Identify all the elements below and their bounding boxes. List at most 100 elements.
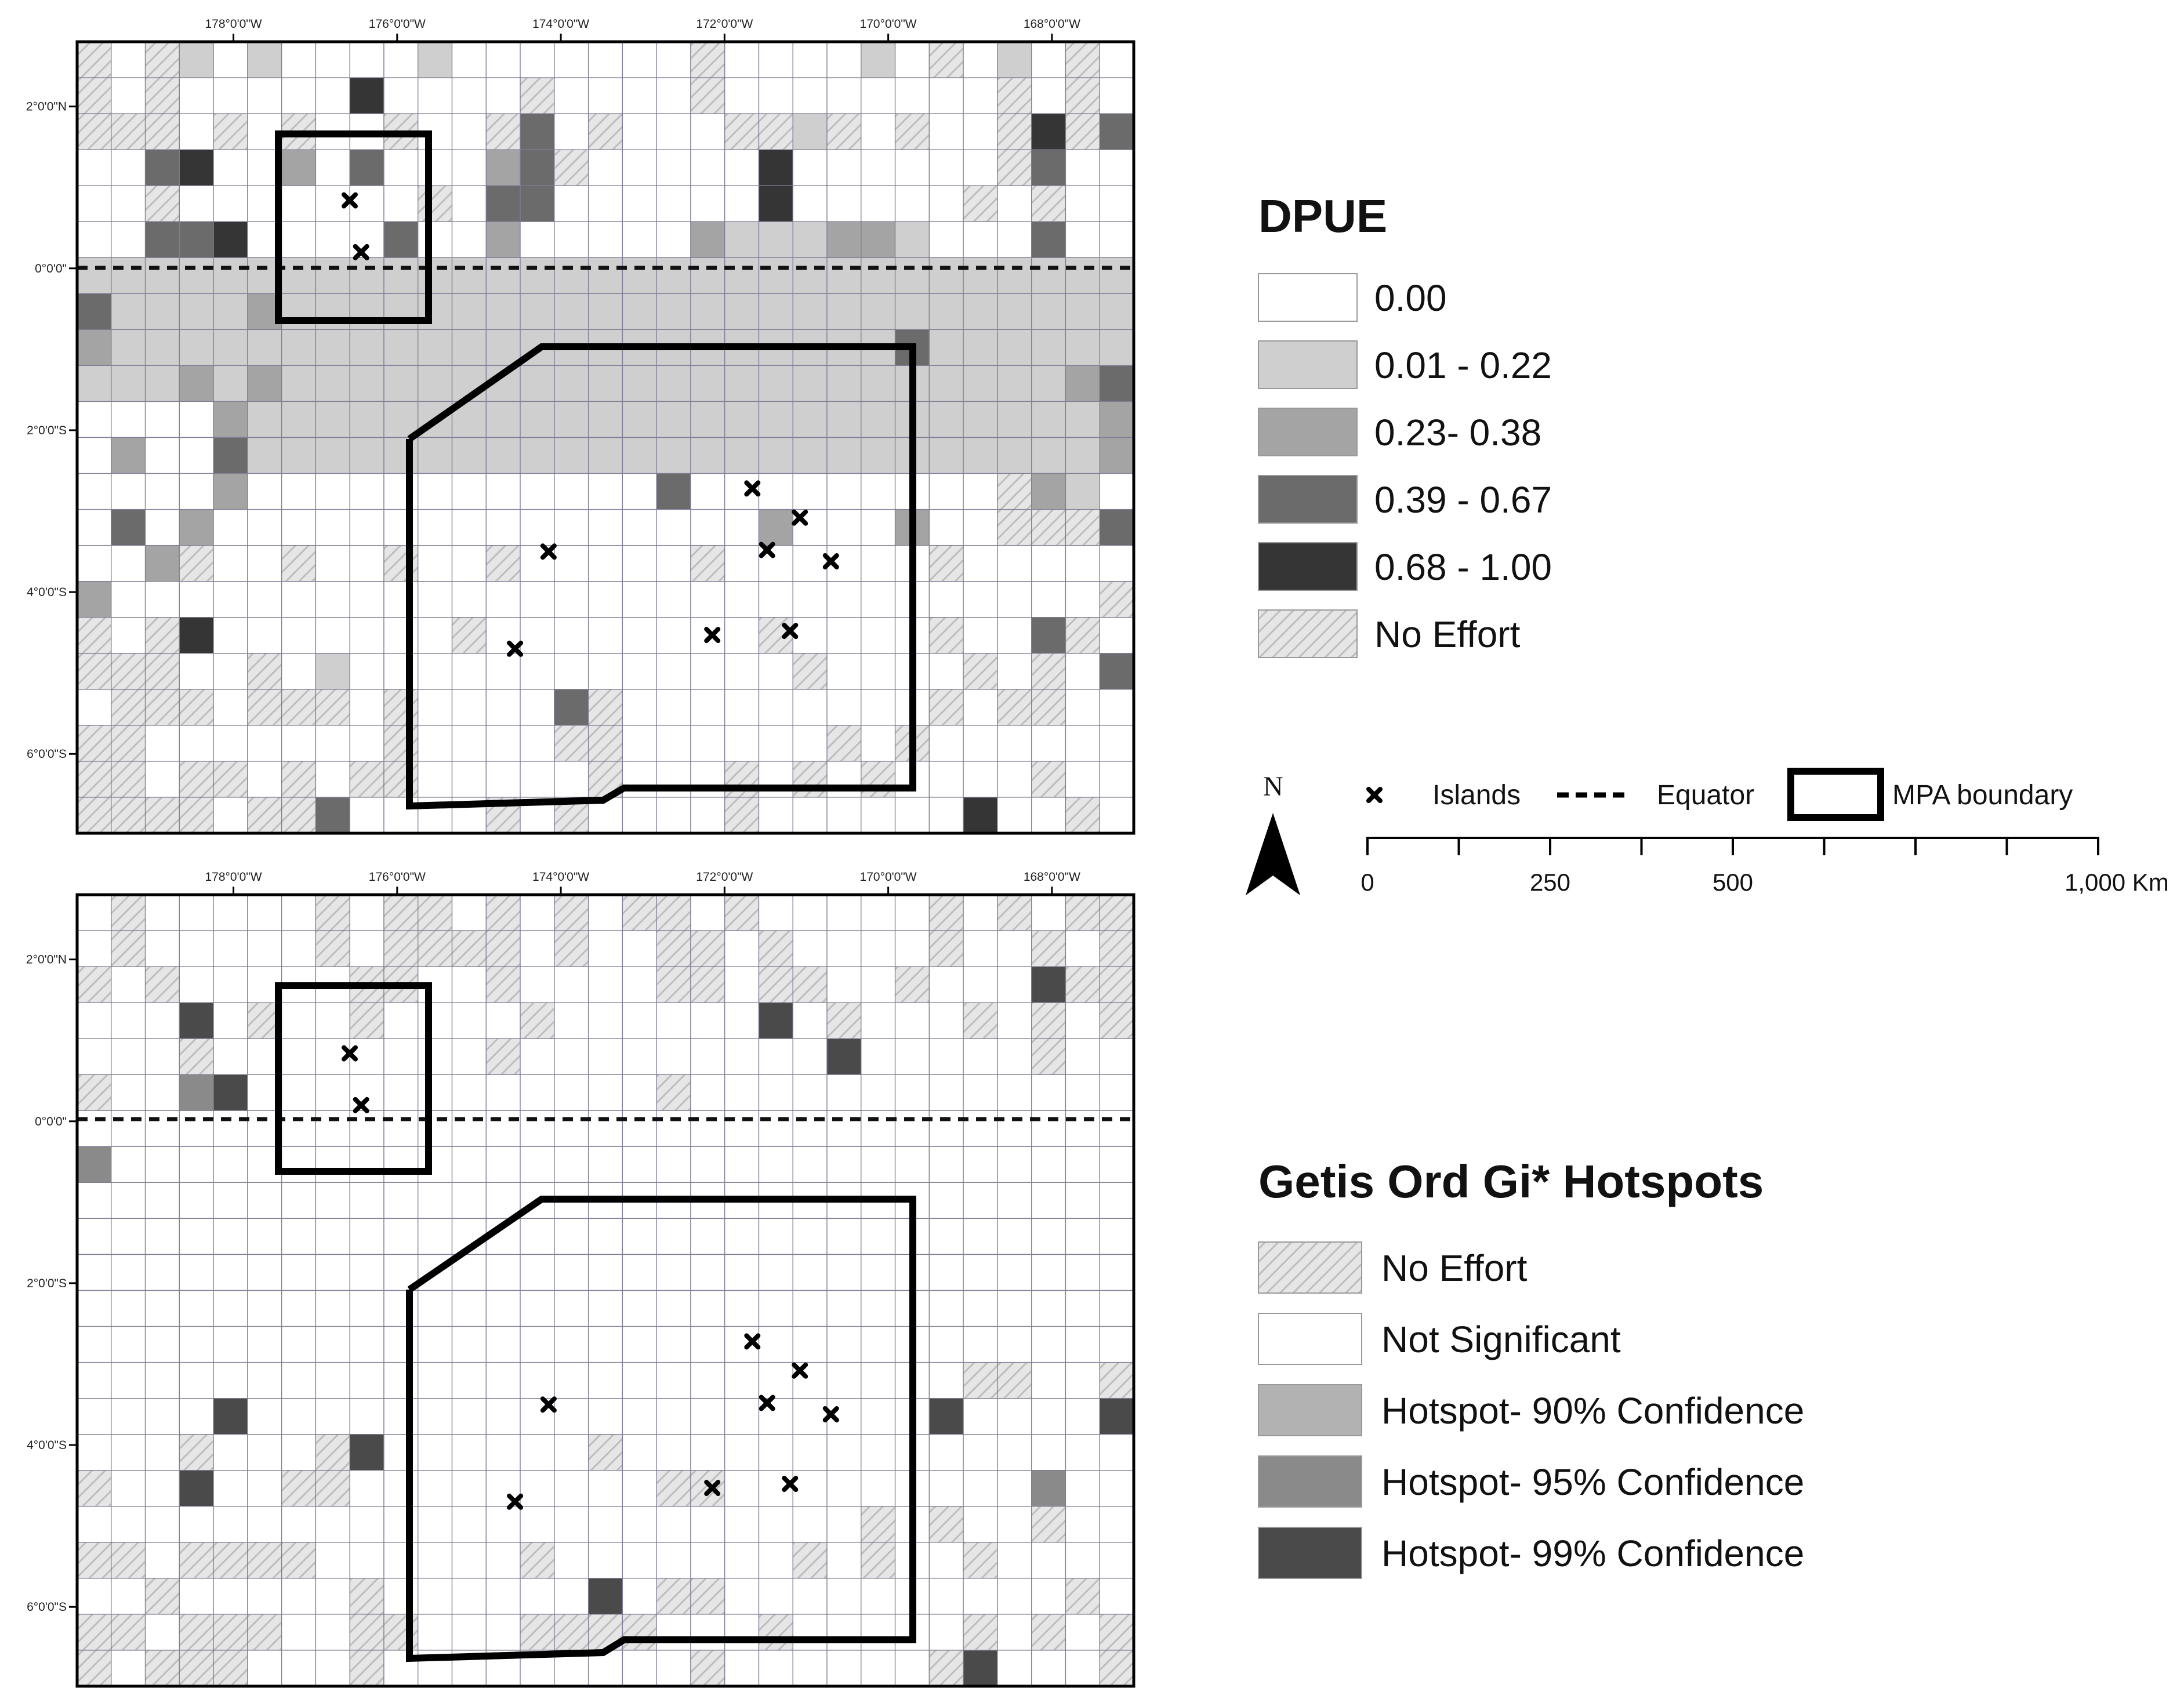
grid-cell xyxy=(418,1361,453,1399)
grid-cell xyxy=(111,1578,146,1615)
grid-cell xyxy=(111,185,146,222)
grid-cell xyxy=(315,761,350,798)
grid-cell xyxy=(144,761,180,798)
grid-cell xyxy=(622,473,657,510)
grid-cell xyxy=(826,725,862,762)
grid-cell xyxy=(997,1397,1032,1435)
grid-cell xyxy=(179,1361,214,1399)
grid-cell xyxy=(894,185,930,222)
grid-cell xyxy=(111,77,146,114)
grid-cell xyxy=(1031,1542,1066,1579)
grid-cell xyxy=(1065,1397,1100,1435)
grid-cell xyxy=(554,365,589,402)
grid-cell xyxy=(77,653,112,690)
grid-cell xyxy=(1065,895,1100,931)
grid-cell xyxy=(144,1290,180,1327)
grid-cell xyxy=(1031,1397,1066,1435)
grid-cell xyxy=(77,930,112,967)
grid-cell xyxy=(144,544,180,582)
grid-cell xyxy=(997,581,1032,618)
grid-cell xyxy=(792,1434,828,1471)
grid-cell xyxy=(111,761,146,798)
grid-cell xyxy=(928,1434,964,1471)
grid-cell xyxy=(1031,365,1066,402)
grid-cell xyxy=(520,1542,555,1579)
lat-tick-label: 4°0'0"S xyxy=(27,586,67,599)
grid-cell xyxy=(656,42,691,78)
grid-cell xyxy=(111,1361,146,1399)
grid-cell xyxy=(554,1074,589,1111)
grid-cell xyxy=(656,113,691,150)
grid-cell xyxy=(144,1361,180,1399)
grid-cell xyxy=(963,401,998,438)
grid-cell xyxy=(520,1110,555,1147)
grid-cell xyxy=(861,437,896,474)
grid-cell xyxy=(144,1002,180,1039)
grid-cell xyxy=(826,1578,862,1615)
grid-cell xyxy=(281,1361,317,1399)
grid-cell xyxy=(349,797,384,833)
grid-cell xyxy=(1099,725,1134,762)
grid-cell xyxy=(349,653,384,690)
grid-cell xyxy=(928,1146,964,1183)
grid-cell xyxy=(690,185,725,222)
grid-cell xyxy=(997,401,1032,438)
grid-cell xyxy=(656,1038,691,1075)
grid-cell xyxy=(1065,1361,1100,1399)
grid-cell xyxy=(963,1290,998,1327)
grid-cell xyxy=(690,895,725,931)
grid-cell xyxy=(622,544,657,582)
grid-cell xyxy=(281,1218,317,1255)
grid-cell xyxy=(690,689,725,726)
grid-cell xyxy=(213,1506,248,1543)
grid-cell xyxy=(213,1650,248,1686)
grid-cell xyxy=(997,1542,1032,1579)
grid-cell xyxy=(281,1326,317,1363)
grid-cell xyxy=(213,1002,248,1039)
grid-cell xyxy=(963,221,998,258)
grid-cell xyxy=(213,725,248,762)
dpue-graticule-ticks: 178°0'0"W 176°0'0"W 174°0'0"W 172°0'0"W 170°… xyxy=(26,17,1080,761)
grid-cell xyxy=(587,1578,623,1615)
mpa-boundary-south xyxy=(406,343,916,810)
grid-cell xyxy=(758,725,793,762)
grid-cell xyxy=(587,930,623,967)
grid-cell xyxy=(928,1326,964,1363)
grid-cell xyxy=(1065,1290,1100,1327)
grid-cell xyxy=(826,1218,862,1255)
grid-cell xyxy=(77,1002,112,1039)
grid-cell xyxy=(587,1146,623,1183)
grid-cell xyxy=(213,966,248,1003)
grid-cell xyxy=(656,544,691,582)
grid-cell xyxy=(315,1578,350,1615)
grid-cell xyxy=(622,1361,657,1399)
grid-cell xyxy=(1099,930,1134,967)
grid-cell xyxy=(1065,1578,1100,1615)
grid-cell xyxy=(656,293,691,331)
grid-cell xyxy=(247,1434,282,1471)
grid-cell xyxy=(1031,149,1066,186)
grid-cell xyxy=(928,1578,964,1615)
grid-cell xyxy=(622,509,657,546)
grid-cell xyxy=(690,293,725,331)
grid-cell xyxy=(418,617,453,654)
grid-cell xyxy=(724,1074,760,1111)
grid-cell xyxy=(792,1326,828,1363)
lat-tick-label: 2°0'0"S xyxy=(27,1277,67,1290)
grid-cell xyxy=(383,1146,419,1183)
grid-cell xyxy=(179,1650,214,1686)
grid-cell xyxy=(144,581,180,618)
grid-cell xyxy=(520,1038,555,1075)
grid-cell xyxy=(144,1506,180,1543)
island-marker-icon xyxy=(744,480,761,497)
grid-cell xyxy=(1099,689,1134,726)
grid-cell xyxy=(1065,77,1100,114)
lon-tick-label: 176°0'0"W xyxy=(369,17,426,31)
grid-cell xyxy=(656,1578,691,1615)
grid-cell xyxy=(144,895,180,931)
grid-cell xyxy=(826,1254,862,1291)
island-marker-icon xyxy=(540,1396,557,1413)
lat-tick-label: 6°0'0"S xyxy=(27,747,67,761)
grid-cell xyxy=(247,689,282,726)
grid-cell xyxy=(179,42,214,78)
